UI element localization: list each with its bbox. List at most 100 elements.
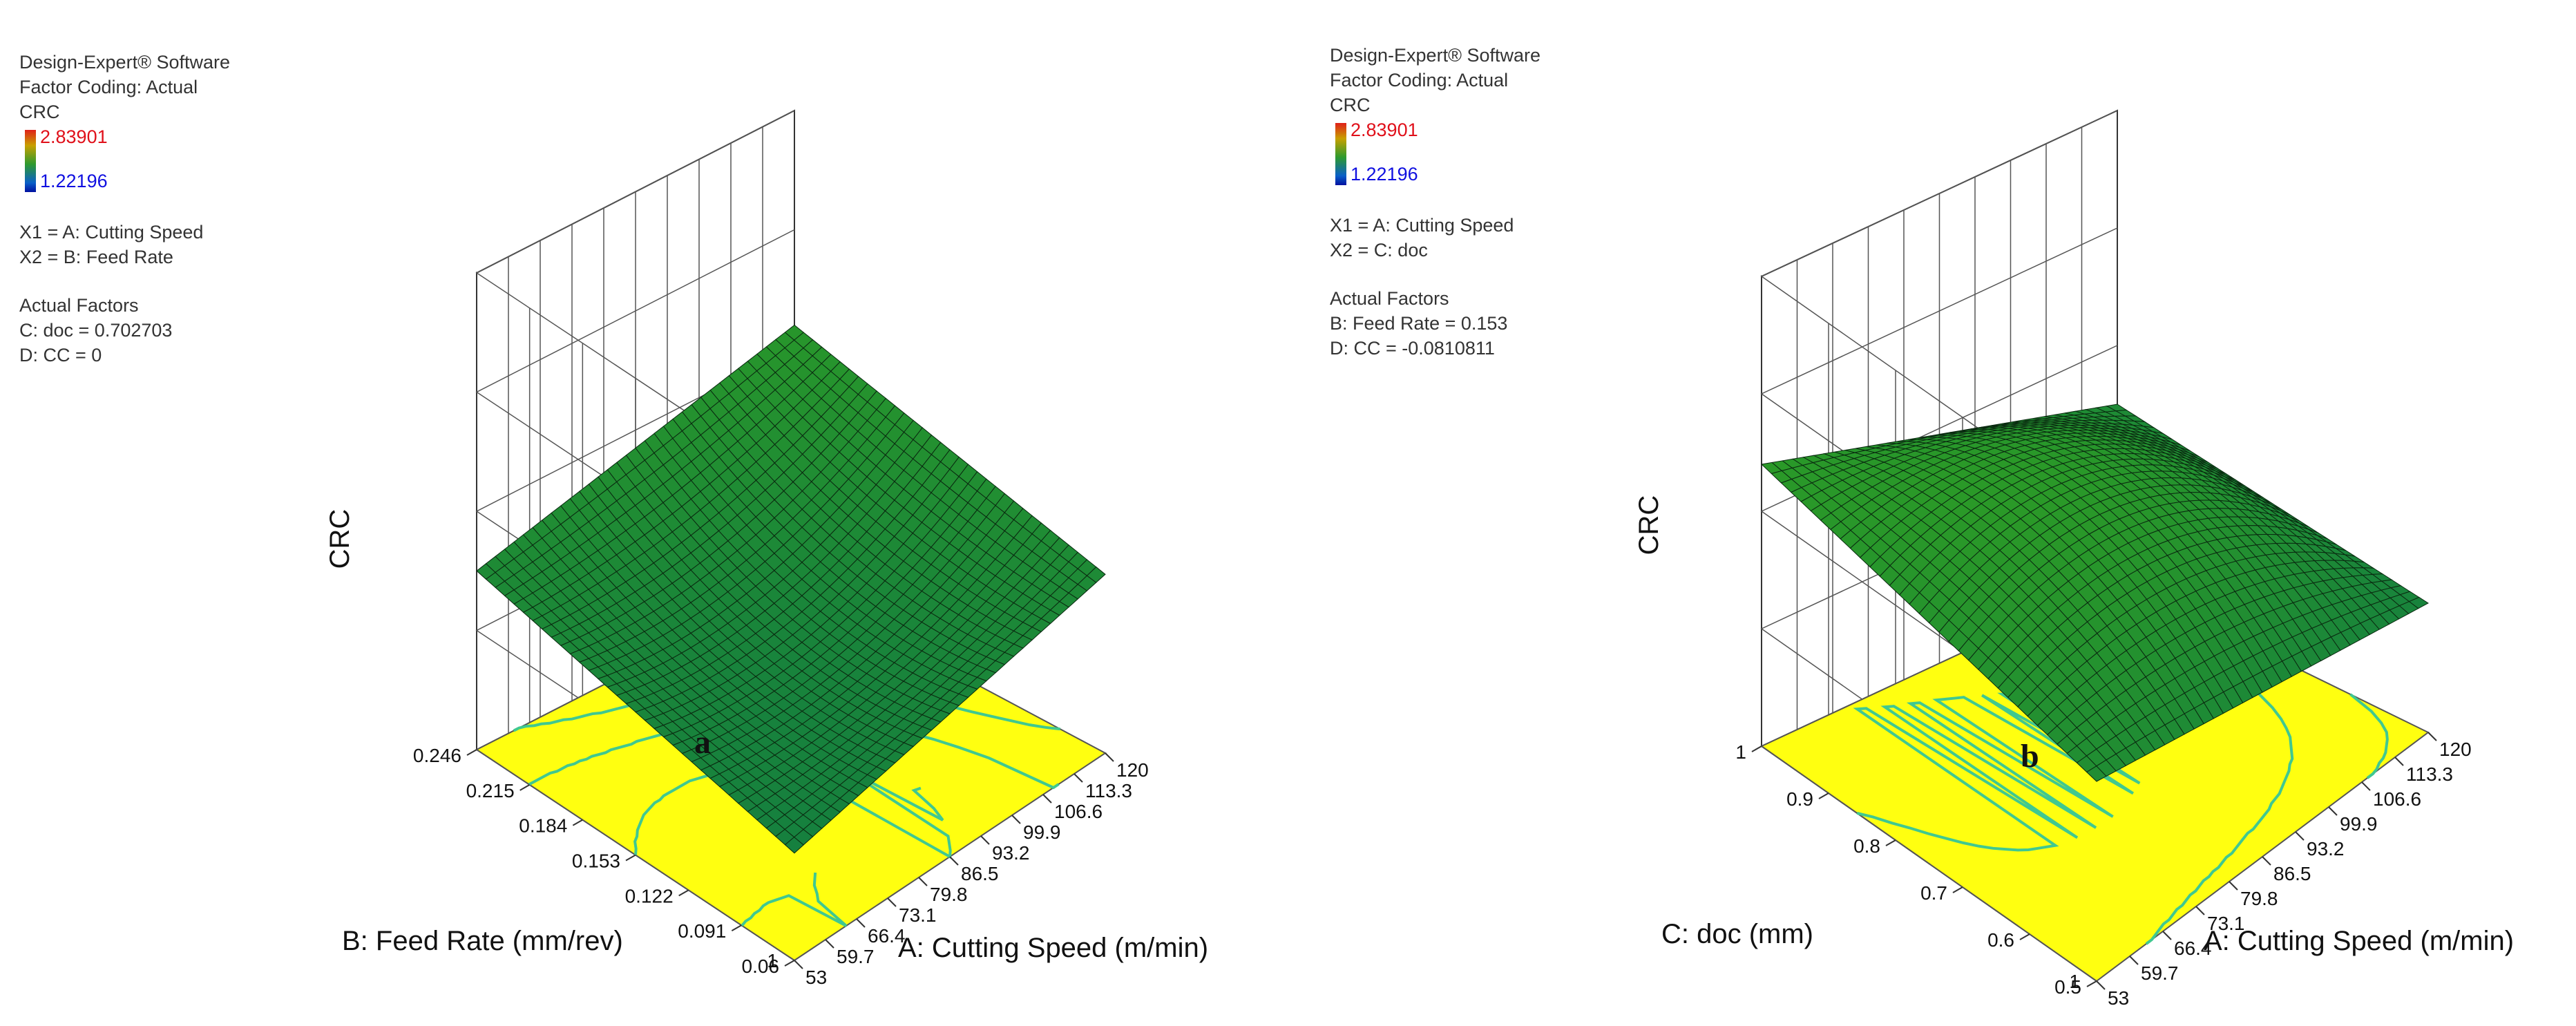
x-tick-label: 73.1: [899, 904, 937, 926]
y-tick-label: 0.6: [1987, 929, 2014, 951]
y-tick-mark: [1885, 839, 1896, 846]
x-tick-label: 99.9: [1023, 821, 1061, 843]
y-tick-label: 0.184: [519, 815, 567, 837]
surface-plot-panel-b: Design-Expert® Software Factor Coding: A…: [1309, 0, 2576, 1026]
surface-cell: [2408, 596, 2429, 609]
y-tick-mark: [2086, 980, 2097, 987]
x-tick-label: 79.8: [2240, 888, 2278, 909]
y-tick-mark: [1952, 886, 1963, 893]
x-tick-label: 53: [805, 967, 827, 988]
floor-contour-line: [633, 761, 952, 859]
x-tick-mark: [1042, 794, 1052, 804]
x-tick-mark: [1011, 815, 1021, 824]
x-tick-mark: [1105, 752, 1114, 762]
x-tick-mark: [2229, 881, 2238, 891]
actual-factors-title: Actual Factors: [1330, 288, 1449, 309]
x-tick-label: 59.7: [2141, 962, 2179, 984]
x2-factor: X2 = C: doc: [1330, 240, 1428, 260]
x-tick-label: 120: [2439, 739, 2472, 760]
x-tick-mark: [949, 856, 959, 866]
response-surface: [1760, 403, 2429, 782]
x-tick-mark: [856, 918, 866, 928]
actual-factors-title: Actual Factors: [19, 295, 139, 316]
y-tick-label: 0.5: [2054, 976, 2081, 998]
x-tick-mark: [980, 835, 990, 845]
x-tick-mark: [2361, 781, 2371, 791]
floor-contour-line: [741, 872, 848, 927]
x1-factor: X1 = A: Cutting Speed: [1330, 215, 1514, 236]
x-tick-mark: [2328, 806, 2338, 816]
surface-chart-a: 11.522.535359.766.473.179.886.593.299.91…: [325, 109, 1208, 988]
y-tick-label: 0.8: [1853, 835, 1880, 857]
response-name: CRC: [1330, 95, 1371, 115]
y-axis-title: C: doc (mm): [1661, 919, 1813, 949]
x-tick-label: 86.5: [961, 863, 999, 884]
y-tick-mark: [731, 924, 742, 932]
y-tick-label: 0.9: [1786, 788, 1813, 810]
x-tick-mark: [2162, 931, 2172, 940]
x-tick-label: 86.5: [2273, 863, 2311, 884]
y-tick-label: 0.153: [572, 851, 620, 872]
color-scale-bar: [1335, 123, 1346, 185]
x-tick-label: 113.3: [1085, 780, 1132, 801]
y-axis-title: B: Feed Rate (mm/rev): [342, 926, 623, 956]
floor-contour-line: [2349, 693, 2389, 779]
response-name: CRC: [19, 102, 60, 122]
software-name: Design-Expert® Software: [1330, 45, 1541, 66]
x-axis-title: A: Cutting Speed (m/min): [2204, 926, 2514, 956]
x-tick-label: 120: [1116, 759, 1149, 781]
x-tick-mark: [2129, 956, 2139, 965]
actual-factor-2: D: CC = 0: [19, 345, 102, 365]
x-tick-label: 99.9: [2340, 813, 2378, 835]
x-tick-label: 93.2: [992, 842, 1030, 864]
x-tick-label: 59.7: [837, 946, 875, 967]
x-tick-mark: [918, 877, 928, 886]
plot-info-a: Design-Expert® Software Factor Coding: A…: [19, 50, 230, 368]
y-tick-label: 0.122: [625, 885, 674, 906]
surface-cell: [1086, 566, 1106, 583]
surface-chart-b: 11.522.535359.766.473.179.886.593.299.91…: [1634, 109, 2514, 1009]
y-tick-label: 0.246: [413, 745, 461, 766]
software-name: Design-Expert® Software: [19, 52, 231, 73]
x-tick-mark: [2195, 906, 2205, 915]
x-tick-mark: [2394, 757, 2404, 766]
x-axis-title: A: Cutting Speed (m/min): [898, 933, 1208, 963]
actual-factor-1: C: doc = 0.702703: [19, 320, 173, 341]
x-tick-label: 106.6: [2373, 788, 2421, 810]
x-tick-mark: [794, 960, 803, 969]
y-tick-label: 1: [1735, 741, 1746, 763]
legend-min-value: 1.22196: [1351, 164, 1418, 184]
legend-max-value: 2.83901: [1351, 120, 1418, 140]
surface-plot-panel-a: Design-Expert® Software Factor Coding: A…: [19, 50, 1208, 988]
x1-factor: X1 = A: Cutting Speed: [19, 222, 204, 243]
x-tick-label: 79.8: [930, 884, 968, 905]
x-tick-label: 93.2: [2307, 838, 2345, 859]
floor-contour-line: [2145, 648, 2294, 945]
response-surface: [476, 324, 1106, 854]
y-tick-mark: [466, 749, 477, 756]
y-tick-mark: [1818, 792, 1829, 799]
x-tick-label: 73.1: [2207, 913, 2245, 934]
x-tick-label: 113.3: [2406, 763, 2453, 785]
y-tick-label: 0.215: [466, 780, 515, 801]
y-tick-mark: [1751, 745, 1762, 752]
factor-coding: Factor Coding: Actual: [19, 77, 198, 97]
actual-factor-2: D: CC = -0.0810811: [1330, 338, 1495, 359]
plot-info-b: Design-Expert® Software Factor Coding: A…: [1330, 43, 1540, 361]
x-tick-mark: [2295, 831, 2305, 841]
y-tick-mark: [519, 783, 531, 791]
actual-factor-1: B: Feed Rate = 0.153: [1330, 313, 1508, 334]
z-tick-label: 1: [767, 950, 778, 971]
x-tick-label: 66.4: [2174, 938, 2212, 959]
z-axis-title: CRC: [325, 509, 355, 569]
y-tick-mark: [784, 960, 795, 967]
x-tick-mark: [2427, 732, 2437, 741]
y-tick-label: 0.06: [742, 956, 780, 977]
y-tick-mark: [572, 819, 583, 826]
color-legend: 2.83901 1.22196: [19, 124, 230, 196]
x-tick-label: 106.6: [1054, 801, 1103, 822]
x-tick-mark: [825, 939, 834, 949]
x-tick-label: 66.4: [868, 925, 906, 947]
z-axis-title: CRC: [1634, 495, 1664, 555]
x-tick-mark: [1074, 773, 1083, 783]
